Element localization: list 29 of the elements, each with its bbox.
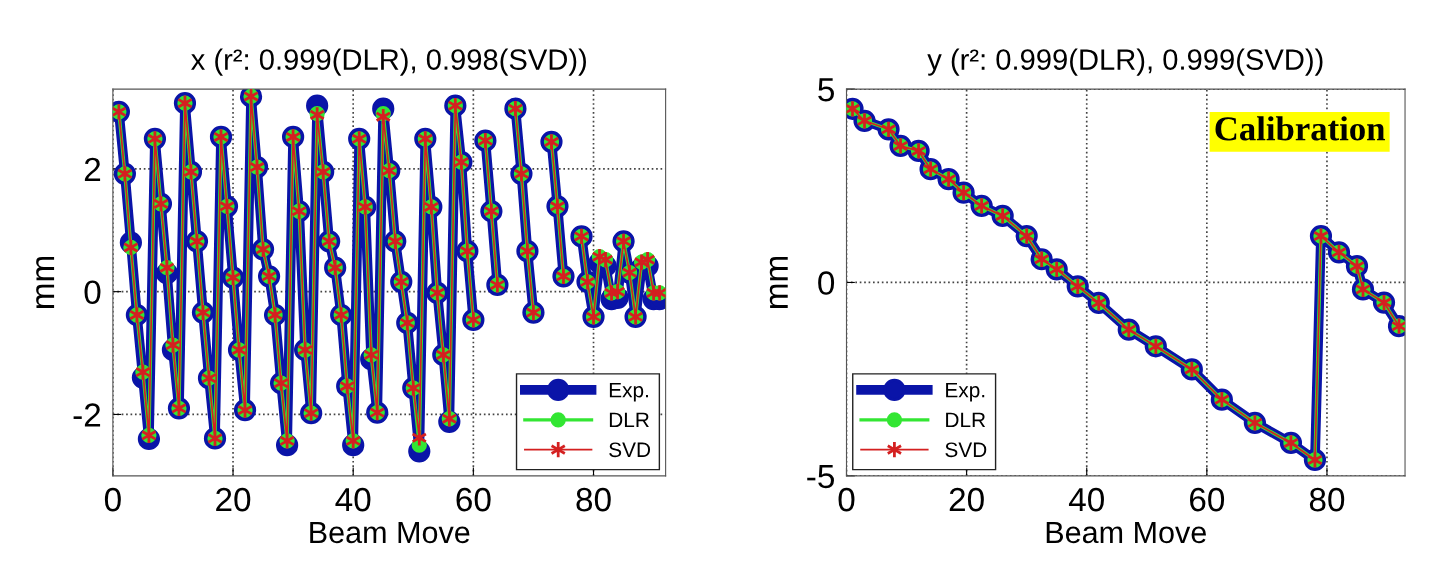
x-tick-label: 60 <box>456 487 491 512</box>
y-tick-label: 0 <box>818 271 835 295</box>
y-axis-title: mm <box>36 256 55 308</box>
x-tick-label: 80 <box>576 487 611 512</box>
x-tick-label: 20 <box>216 487 251 512</box>
chart-title: x (r²: 0.999(DLR), 0.998(SVD)) <box>191 48 586 76</box>
x-tick-label: 0 <box>104 487 121 512</box>
x-tick-label: 80 <box>1309 487 1345 512</box>
x-tick-label: 40 <box>1068 487 1104 512</box>
legend-label: Exp. <box>946 382 985 402</box>
x-tick-label: 20 <box>949 487 984 512</box>
y-tick-label: 2 <box>84 157 101 181</box>
y-tick-label: -5 <box>807 464 834 489</box>
y-tick-label: 0 <box>84 280 101 305</box>
x-tick-label: 60 <box>1190 487 1225 512</box>
legend-label: SVD <box>945 442 987 458</box>
x-tick-label: 40 <box>335 487 371 512</box>
y-tick-label: 5 <box>818 78 834 102</box>
x-axis-title: Beam Move <box>1046 521 1206 544</box>
legend-label: DLR <box>946 412 986 428</box>
y-axis-title: mm <box>769 256 788 308</box>
chart-title: y (r²: 0.999(DLR), 0.999(SVD)) <box>927 48 1323 76</box>
x-tick-label: 0 <box>838 487 855 512</box>
y-tick-label: -2 <box>73 403 101 427</box>
annotation: Calibration <box>1215 116 1385 141</box>
legend-label: SVD <box>609 442 651 458</box>
x-axis-title: Beam Move <box>310 521 470 544</box>
legend-label: Exp. <box>609 382 648 402</box>
legend-label: DLR <box>609 412 649 428</box>
